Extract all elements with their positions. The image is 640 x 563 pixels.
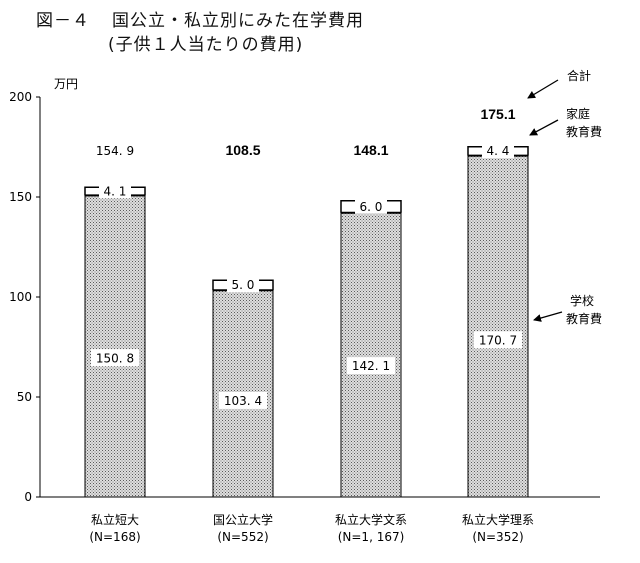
bar-school-education (467, 155, 529, 498)
y-axis-unit-label: 万円 (54, 77, 78, 91)
household-value-label: 4. 1 (104, 184, 127, 198)
figure-number: 図－４ (36, 11, 90, 31)
household-value-label: 6. 0 (360, 200, 383, 214)
annotation-household-label-line1: 家庭 (566, 106, 590, 121)
x-category-n-label: (N=552) (217, 530, 268, 544)
annotation-school-arrow (533, 311, 563, 322)
annotation-total-arrow (527, 79, 559, 99)
school-label-bg (474, 331, 522, 349)
total-value-label: 154. 9 (96, 144, 134, 158)
annotation-total-label: 合計 (567, 68, 591, 83)
y-tick-label: 0 (24, 490, 32, 504)
y-tick-label: 50 (17, 390, 32, 404)
total-value-label: 108.5 (225, 142, 260, 158)
y-tick-label: 100 (9, 290, 32, 304)
x-category-label: 私立大学理系 (462, 512, 534, 527)
x-category-label: 私立大学文系 (335, 512, 407, 527)
bar-school-education (340, 212, 402, 498)
x-category-label: 私立短大 (91, 512, 139, 527)
household-label-bg (99, 184, 131, 199)
x-category-label: 国公立大学 (213, 512, 273, 527)
school-label-bg (219, 391, 267, 409)
school-label-bg (91, 349, 139, 367)
x-category-n-label: (N=352) (472, 530, 523, 544)
annotation-school-label-line2: 教育費 (566, 311, 602, 326)
total-value-label: 175.1 (480, 106, 515, 122)
bar-school-education (84, 194, 146, 498)
y-tick-label: 150 (9, 190, 32, 204)
total-value-label: 148.1 (353, 142, 388, 158)
household-label-bg (482, 144, 514, 159)
annotation-school-label-line1: 学校 (570, 293, 594, 308)
chart-title: 図－４ 国公立・私立別にみた在学費用 (36, 6, 364, 31)
y-tick-label: 200 (9, 90, 32, 104)
household-value-label: 5. 0 (232, 278, 255, 292)
school-value-label: 150. 8 (96, 351, 134, 365)
x-category-n-label: (N=1, 167) (338, 530, 405, 544)
chart-subtitle: (子供１人当たりの費用) (108, 35, 304, 55)
school-label-bg (347, 357, 395, 375)
x-category-n-label: (N=168) (89, 530, 140, 544)
school-value-label: 170. 7 (479, 333, 517, 347)
household-value-label: 4. 4 (487, 144, 510, 158)
figure-title: 国公立・私立別にみた在学費用 (112, 11, 364, 31)
annotation-household-arrow (529, 119, 559, 136)
household-label-bg (227, 278, 259, 293)
school-value-label: 142. 1 (352, 359, 390, 373)
school-value-label: 103. 4 (224, 394, 262, 408)
household-label-bg (355, 199, 387, 214)
annotation-household-label-line2: 教育費 (566, 124, 602, 139)
